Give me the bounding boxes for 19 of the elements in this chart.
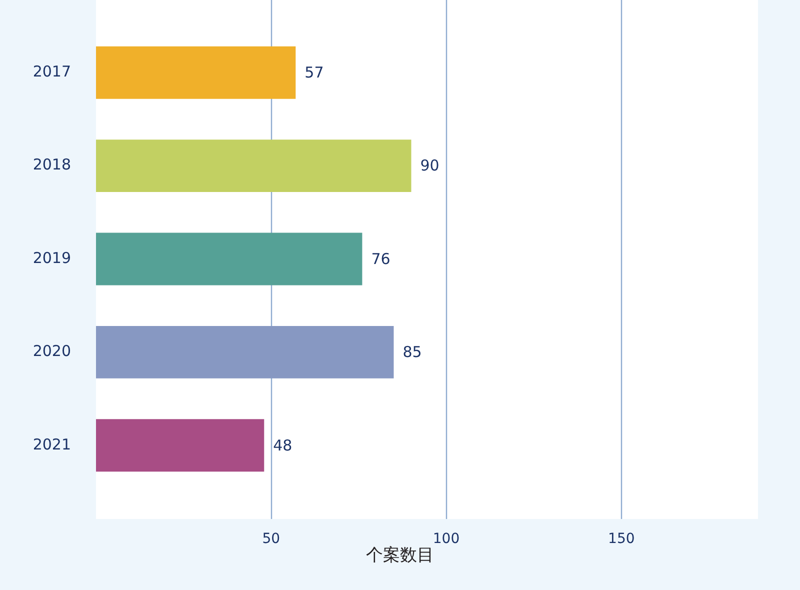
x-tick-label: 150 [608,531,635,548]
data-label: 90 [420,156,440,175]
x-tick-label: 100 [432,531,460,548]
y-tick-label: 2021 [32,435,71,454]
x-axis-title: 个案数目 [366,545,434,566]
bar [96,46,296,99]
bar [96,232,362,286]
data-label: 57 [304,63,324,82]
data-label: 85 [402,343,422,362]
y-tick-label: 2017 [32,62,71,80]
bar [96,419,264,472]
data-label: 76 [371,250,390,268]
y-tick-label: 2020 [32,342,71,360]
bar [96,326,394,378]
data-label: 48 [273,436,292,454]
x-tick-label: 50 [262,531,280,548]
y-tick-label: 2019 [32,248,71,267]
bar [96,140,412,192]
y-tick-label: 2018 [32,156,71,174]
